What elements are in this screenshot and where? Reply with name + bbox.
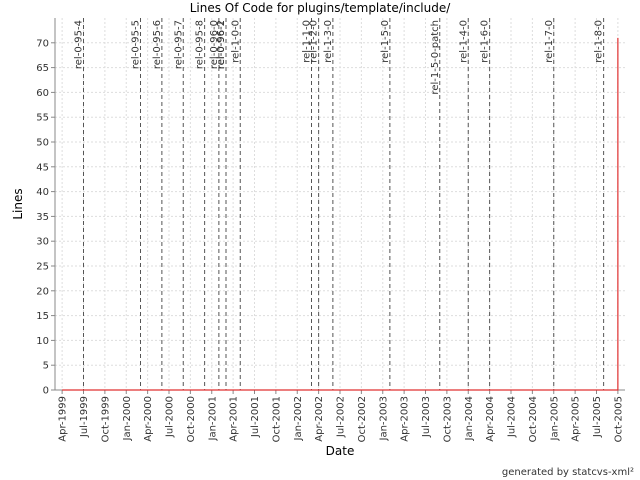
release-label: rel-1-5-0 <box>380 20 391 63</box>
release-label: rel-0-95-6 <box>152 20 163 69</box>
x-tick-label: Apr-2005 <box>571 396 582 442</box>
x-tick-label: Oct-2005 <box>613 396 624 442</box>
release-label: rel-1-8-0 <box>594 20 605 63</box>
release-label: rel-1-7-0 <box>544 20 555 63</box>
x-tick-label: Jul-2000 <box>165 396 176 438</box>
release-label: rel-0-96-0 <box>209 20 220 69</box>
y-tick-label: 70 <box>36 38 49 49</box>
x-tick-label: Oct-2001 <box>271 396 282 442</box>
y-tick-label: 65 <box>36 63 49 74</box>
x-tick-label: Oct-2000 <box>186 396 197 442</box>
release-label: rel-1-0-0 <box>230 20 241 63</box>
x-tick-label: Jul-2002 <box>336 396 347 438</box>
x-tick-label: Jul-2003 <box>421 396 432 438</box>
x-tick-label: Jan-2004 <box>464 396 475 441</box>
y-axis-title: Lines <box>11 188 25 219</box>
x-tick-label: Jul-1999 <box>79 396 90 438</box>
release-label: rel-1-6-0 <box>480 20 491 63</box>
release-label: rel-0-95-5 <box>131 20 142 69</box>
line <box>62 37 619 391</box>
y-tick-label: 5 <box>43 361 49 372</box>
x-tick-label: Oct-2002 <box>357 396 368 442</box>
x-tick-label: Oct-2004 <box>528 396 539 442</box>
x-tick-label: Jul-2001 <box>250 396 261 438</box>
release-label: rel-0-96-2 <box>216 20 227 69</box>
y-tick-label: 45 <box>36 162 49 173</box>
y-tick-label: 30 <box>36 237 49 248</box>
y-tick-label: 50 <box>36 138 49 149</box>
y-tick-label: 55 <box>36 113 49 124</box>
release-label: rel-0-95-8 <box>195 20 206 69</box>
x-tick-label: Apr-2004 <box>485 396 496 442</box>
release-label: rel-0-95-7 <box>173 20 184 69</box>
y-tick-label: 20 <box>36 286 49 297</box>
x-tick-label: Apr-2002 <box>314 396 325 442</box>
y-tick-label: 40 <box>36 187 49 198</box>
x-tick-label: Oct-1999 <box>100 396 111 442</box>
release-label: rel-1-4-0 <box>458 20 469 63</box>
release-label: rel-0-95-4 <box>74 20 85 69</box>
y-tick-label: 25 <box>36 262 49 273</box>
chart-title: Lines Of Code for plugins/template/inclu… <box>190 1 452 15</box>
y-tick-label: 60 <box>36 88 49 99</box>
x-tick-label: Apr-2003 <box>400 396 411 442</box>
x-tick-label: Jan-2003 <box>378 396 389 441</box>
x-tick-label: Jan-2001 <box>207 396 218 441</box>
release-label: rel-1-5-0-patch <box>430 20 441 95</box>
x-tick-label: Jan-2002 <box>293 396 304 441</box>
release-label: rel-0-96-1 <box>216 20 227 69</box>
y-tick-label: 35 <box>36 212 49 223</box>
release-label: rel-1-2-0 <box>309 20 320 63</box>
y-tick-label: 0 <box>43 386 49 397</box>
y-tick-label: 10 <box>36 336 49 347</box>
footer: generated by statcvs-xml² <box>502 467 634 478</box>
release-label: rel-1-3-0 <box>323 20 334 63</box>
x-tick-label: Apr-1999 <box>58 396 69 442</box>
x-tick-label: Apr-2000 <box>143 396 154 442</box>
x-tick-label: Oct-2003 <box>442 396 453 442</box>
x-tick-label: Jul-2005 <box>592 396 603 438</box>
x-tick-label: Jan-2005 <box>549 396 560 441</box>
x-axis-title: Date <box>326 444 355 458</box>
release-label: rel-1-1-0 <box>302 20 313 63</box>
x-tick-label: Jan-2000 <box>122 396 133 441</box>
y-tick-label: 15 <box>36 311 49 322</box>
x-tick-label: Apr-2001 <box>229 396 240 442</box>
x-tick-label: Jul-2004 <box>507 396 518 438</box>
